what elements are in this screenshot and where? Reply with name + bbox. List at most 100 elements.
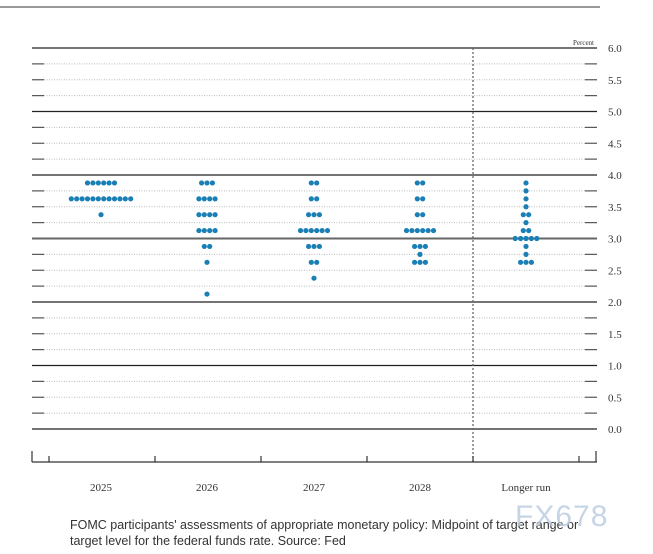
dot-longer-run <box>523 188 529 194</box>
dot-longer-run <box>528 259 535 265</box>
dot-longer-run <box>528 235 535 242</box>
dot-longer-run <box>526 227 532 234</box>
dot-2028 <box>414 196 420 202</box>
dot-2025 <box>95 180 101 186</box>
dot-2027 <box>308 180 314 186</box>
dot-2026 <box>196 196 202 202</box>
dot-2027 <box>314 180 320 186</box>
dot-2028 <box>414 227 420 234</box>
dot-2026 <box>207 227 213 234</box>
dot-2026 <box>204 259 210 265</box>
dot-2026 <box>209 180 215 186</box>
dot-2027 <box>306 243 312 250</box>
dot-2028 <box>412 243 418 250</box>
dot-2026 <box>201 243 207 250</box>
chart-caption: FOMC participants' assessments of approp… <box>70 518 579 548</box>
dot-2025 <box>90 180 96 186</box>
dot-2027 <box>303 227 309 234</box>
dot-2028 <box>417 251 423 257</box>
dot-2025 <box>111 180 118 186</box>
dot-2027 <box>314 196 320 202</box>
dot-2025 <box>68 196 74 202</box>
dot-2027 <box>316 212 322 218</box>
dot-2025 <box>117 196 123 202</box>
dot-2028 <box>430 227 437 234</box>
dot-longer-run <box>523 243 529 250</box>
dot-2026 <box>212 196 218 202</box>
dot-2026 <box>207 243 213 250</box>
dot-2028 <box>417 243 423 250</box>
dot-2027 <box>311 275 317 281</box>
y-tick-label: 0.0 <box>608 424 622 436</box>
x-tick-label: Longer run <box>501 482 551 494</box>
y-tick-label: 4.5 <box>608 138 622 150</box>
x-tick-label: 2025 <box>90 482 113 494</box>
dot-2027 <box>311 212 317 218</box>
y-tick-label: 4.0 <box>608 170 622 182</box>
dot-2028 <box>420 227 426 234</box>
dot-2026 <box>201 227 207 234</box>
dot-2025 <box>122 196 128 202</box>
dot-2028 <box>403 227 410 234</box>
dot-2027 <box>297 227 304 234</box>
dot-longer-run <box>534 235 540 242</box>
dot-2028 <box>420 180 426 186</box>
y-tick-label: 3.0 <box>608 234 622 246</box>
dot-longer-run <box>520 227 526 234</box>
y-tick-label: 5.0 <box>608 107 622 119</box>
dot-2025 <box>128 196 134 202</box>
dot-longer-run <box>523 235 529 242</box>
y-tick-label: 2.5 <box>608 265 622 277</box>
dot-2027 <box>324 227 331 234</box>
dot-2028 <box>420 212 426 218</box>
dot-longer-run <box>523 251 529 257</box>
x-tick-label: 2027 <box>303 482 326 494</box>
dot-2027 <box>308 196 314 202</box>
dot-2026 <box>212 212 218 218</box>
dot-2027 <box>306 212 312 218</box>
dot-2028 <box>414 212 420 218</box>
y-tick-label: 1.5 <box>608 329 622 341</box>
dot-2027 <box>314 227 320 234</box>
y-tick-label: 3.5 <box>608 202 622 214</box>
dot-longer-run <box>526 212 532 218</box>
dot-2025 <box>106 196 112 202</box>
dot-longer-run <box>518 235 524 242</box>
dot-longer-run <box>523 220 529 226</box>
dot-2026 <box>201 212 207 218</box>
dot-2027 <box>319 227 325 234</box>
dot-2025 <box>95 196 101 202</box>
x-tick-label: 2028 <box>409 482 432 494</box>
y-tick-label: 1.0 <box>608 361 622 373</box>
dot-2027 <box>316 243 322 250</box>
dot-longer-run <box>518 259 524 265</box>
dot-2026 <box>204 180 210 186</box>
dot-longer-run <box>523 259 529 265</box>
dot-2027 <box>314 259 320 265</box>
dot-2025 <box>106 180 112 186</box>
dot-2025 <box>111 196 118 202</box>
watermark-logo: FX678 <box>515 500 609 533</box>
dot-2025 <box>101 196 107 202</box>
dot-2025 <box>84 196 91 202</box>
dot-2026 <box>212 227 218 234</box>
dot-longer-run <box>520 212 526 218</box>
dot-2026 <box>201 196 207 202</box>
dot-2025 <box>98 212 104 218</box>
dot-2025 <box>79 196 85 202</box>
dot-2028 <box>417 259 423 265</box>
dot-longer-run <box>523 196 529 202</box>
y-tick-label: 5.5 <box>608 75 622 87</box>
dot-2026 <box>196 212 202 218</box>
dot-2028 <box>412 259 418 265</box>
dot-longer-run <box>512 235 518 242</box>
y-tick-label: 2.0 <box>608 297 622 309</box>
y-tick-label: 6.0 <box>608 43 622 55</box>
dot-2026 <box>207 196 213 202</box>
dot-2027 <box>311 243 317 250</box>
dot-2027 <box>308 227 314 234</box>
y-tick-label: 0.5 <box>608 392 622 404</box>
dot-2025 <box>90 196 96 202</box>
dot-2025 <box>84 180 91 186</box>
